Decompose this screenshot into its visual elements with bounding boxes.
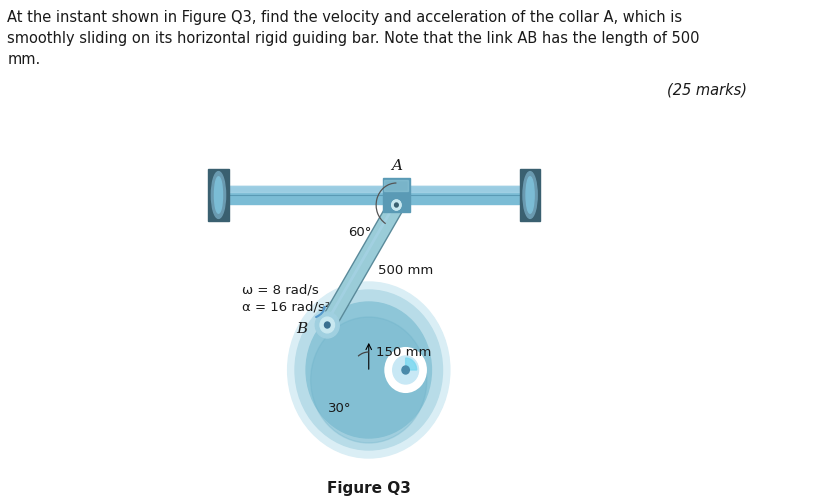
Ellipse shape — [211, 172, 225, 218]
Ellipse shape — [526, 177, 534, 213]
Circle shape — [310, 317, 427, 443]
Circle shape — [306, 302, 432, 438]
Bar — [208, 169, 229, 221]
Text: 30°: 30° — [328, 401, 351, 414]
Bar — [384, 180, 409, 191]
Text: Figure Q3: Figure Q3 — [327, 481, 410, 496]
FancyArrowPatch shape — [316, 307, 324, 317]
Bar — [219, 186, 530, 204]
Circle shape — [395, 203, 398, 207]
Text: At the instant shown in Figure Q3, find the velocity and acceleration of the col: At the instant shown in Figure Q3, find … — [7, 10, 700, 67]
Bar — [219, 186, 530, 192]
Text: ω = 8 rad/s: ω = 8 rad/s — [242, 284, 319, 296]
Text: α = 16 rad/s²: α = 16 rad/s² — [242, 300, 330, 313]
Wedge shape — [405, 358, 417, 370]
Circle shape — [393, 356, 419, 384]
Circle shape — [386, 348, 426, 392]
Text: 60°: 60° — [348, 226, 371, 239]
Bar — [520, 169, 541, 221]
Text: B: B — [296, 322, 307, 336]
Bar — [382, 178, 410, 212]
Circle shape — [287, 282, 450, 458]
Circle shape — [391, 200, 401, 210]
Text: A: A — [391, 159, 402, 173]
Ellipse shape — [523, 172, 537, 218]
Text: 500 mm: 500 mm — [378, 264, 434, 277]
Ellipse shape — [215, 177, 223, 213]
Circle shape — [315, 312, 339, 338]
Circle shape — [320, 317, 335, 333]
Circle shape — [402, 366, 410, 374]
Circle shape — [395, 203, 398, 207]
Text: (25 marks): (25 marks) — [667, 82, 747, 97]
Text: 150 mm: 150 mm — [376, 346, 432, 359]
Circle shape — [295, 290, 442, 450]
Circle shape — [324, 322, 330, 328]
Circle shape — [391, 200, 401, 210]
